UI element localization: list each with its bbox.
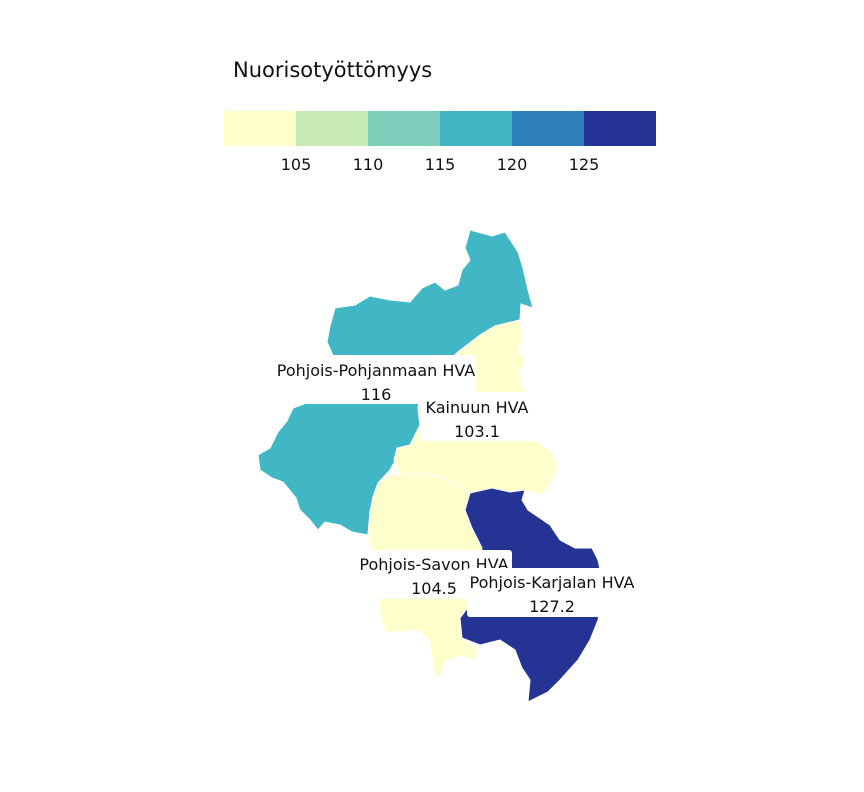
region-label-name: Kainuun HVA (425, 398, 528, 417)
legend-swatch (440, 111, 512, 146)
legend-swatch (224, 111, 296, 146)
legend-swatch (584, 111, 656, 146)
legend-swatch (368, 111, 440, 146)
region-label-value: 116 (361, 385, 392, 404)
legend-tick-label: 105 (281, 155, 312, 174)
legend-swatch (512, 111, 584, 146)
region-label-box (276, 355, 476, 404)
region-label-value: 127.2 (529, 597, 575, 616)
legend-title: Nuorisotyöttömyys (233, 58, 432, 82)
legend-tick-label: 125 (569, 155, 600, 174)
legend-tick-label: 120 (497, 155, 528, 174)
region-label-value: 104.5 (411, 579, 457, 598)
color-legend (224, 111, 656, 146)
legend-swatch (296, 111, 368, 146)
legend-tick-label: 110 (353, 155, 384, 174)
legend-tick-label: 115 (425, 155, 456, 174)
region-label-name: Pohjois-Karjalan HVA (469, 573, 634, 592)
region-label-box (467, 568, 637, 617)
region-label-name: Pohjois-Pohjanmaan HVA (277, 361, 476, 380)
region-label-box (420, 392, 536, 441)
region-label-value: 103.1 (454, 422, 500, 441)
legend-ticks: 105 110 115 120 125 (281, 155, 600, 174)
